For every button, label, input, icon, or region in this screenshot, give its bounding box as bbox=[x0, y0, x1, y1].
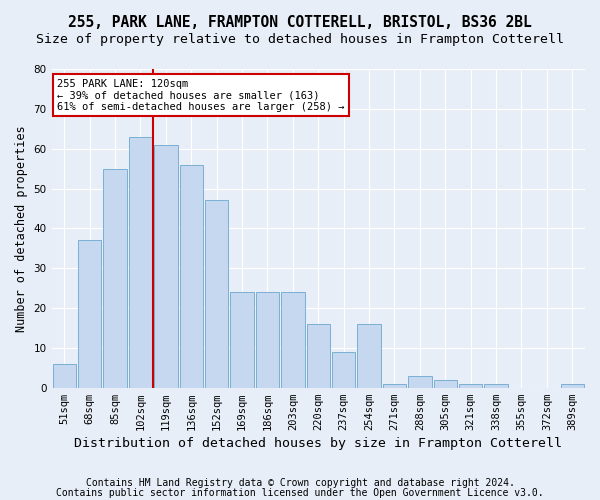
Bar bbox=[103, 168, 127, 388]
X-axis label: Distribution of detached houses by size in Frampton Cotterell: Distribution of detached houses by size … bbox=[74, 437, 562, 450]
Bar bbox=[230, 292, 254, 388]
Bar bbox=[332, 352, 355, 388]
Bar bbox=[205, 200, 229, 388]
Bar bbox=[179, 164, 203, 388]
Bar bbox=[78, 240, 101, 388]
Bar bbox=[307, 324, 330, 388]
Bar bbox=[560, 384, 584, 388]
Y-axis label: Number of detached properties: Number of detached properties bbox=[15, 125, 28, 332]
Text: Contains HM Land Registry data © Crown copyright and database right 2024.: Contains HM Land Registry data © Crown c… bbox=[86, 478, 514, 488]
Text: Contains public sector information licensed under the Open Government Licence v3: Contains public sector information licen… bbox=[56, 488, 544, 498]
Bar bbox=[256, 292, 279, 388]
Bar bbox=[53, 364, 76, 388]
Bar bbox=[408, 376, 431, 388]
Bar bbox=[383, 384, 406, 388]
Text: Size of property relative to detached houses in Frampton Cotterell: Size of property relative to detached ho… bbox=[36, 32, 564, 46]
Bar bbox=[459, 384, 482, 388]
Bar bbox=[484, 384, 508, 388]
Bar bbox=[434, 380, 457, 388]
Text: 255, PARK LANE, FRAMPTON COTTERELL, BRISTOL, BS36 2BL: 255, PARK LANE, FRAMPTON COTTERELL, BRIS… bbox=[68, 15, 532, 30]
Text: 255 PARK LANE: 120sqm
← 39% of detached houses are smaller (163)
61% of semi-det: 255 PARK LANE: 120sqm ← 39% of detached … bbox=[57, 78, 344, 112]
Bar bbox=[129, 136, 152, 388]
Bar bbox=[358, 324, 381, 388]
Bar bbox=[154, 144, 178, 388]
Bar bbox=[281, 292, 305, 388]
